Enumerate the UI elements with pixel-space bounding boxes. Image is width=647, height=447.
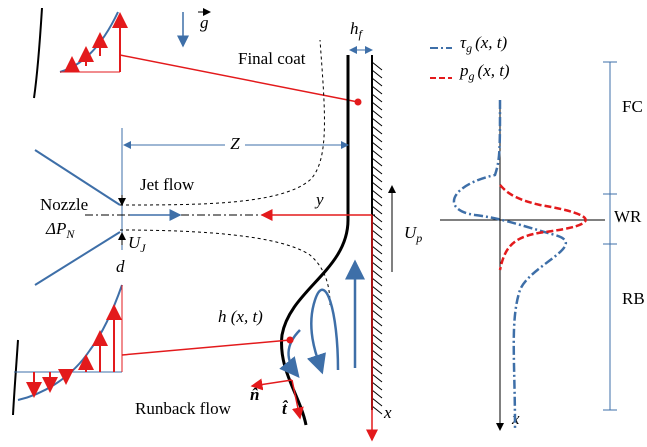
label-part: p [415, 231, 422, 245]
d-label: d [116, 257, 125, 276]
hf-label: hf [350, 19, 364, 41]
shape [355, 99, 362, 106]
shape [60, 12, 118, 72]
final-coat-label: Final coat [238, 49, 306, 68]
shape [122, 340, 290, 355]
legend-p: pg(x, t) [459, 61, 510, 83]
shape [287, 337, 294, 344]
label-part: g [466, 41, 472, 55]
gravity-label: g [200, 13, 209, 32]
diagram: g Final coat hf Z Jet flow Nozzle ΔPN UJ… [0, 0, 647, 447]
region-rb: RB [622, 289, 645, 308]
wall [372, 55, 382, 414]
label-part: (x, t) [475, 33, 507, 52]
x-label: x [383, 403, 392, 422]
shape [454, 100, 566, 428]
h-label: h (x, t) [218, 307, 263, 326]
region-wr: WR [614, 207, 642, 226]
t-label: t̂ [282, 399, 288, 418]
shape [311, 290, 338, 372]
label-part: p [459, 61, 469, 80]
label-part: N [65, 227, 75, 241]
label-part: f [359, 27, 364, 41]
z-label: Z [230, 134, 240, 153]
uj-label: UJ [128, 233, 146, 255]
jet-flow-label: Jet flow [140, 175, 195, 194]
pressure-plot: τg(x, t) pg(x, t) x FC WR RB [430, 33, 645, 430]
region-fc: FC [622, 97, 643, 116]
shape [34, 8, 42, 98]
shape [500, 185, 586, 270]
shape [13, 340, 18, 415]
label-part: (x, t) [478, 61, 510, 80]
shape [372, 62, 382, 414]
delta-pn-label: ΔPN [45, 219, 75, 241]
label-part: ΔP [45, 219, 66, 238]
label-part: h [350, 19, 359, 38]
label-part: J [140, 241, 146, 255]
shape [35, 232, 120, 285]
runback-flow-label: Runback flow [135, 399, 232, 418]
top-inset [34, 8, 362, 106]
n-label: n̂ [250, 385, 259, 404]
up-label: Up [404, 223, 422, 245]
label-part: g [469, 69, 475, 83]
legend-tau: τg(x, t) [460, 33, 508, 55]
shape [120, 230, 330, 305]
y-label: y [314, 190, 324, 209]
nozzle-label: Nozzle [40, 195, 88, 214]
